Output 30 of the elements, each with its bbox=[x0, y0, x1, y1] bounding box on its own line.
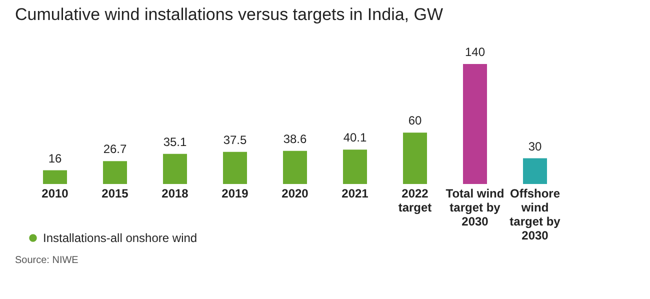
data-label: 60 bbox=[408, 114, 422, 128]
data-label: 38.6 bbox=[283, 132, 307, 146]
x-tick-label: Offshore wind target by 2030 bbox=[510, 186, 561, 242]
bar bbox=[163, 154, 187, 184]
chart-title: Cumulative wind installations versus targets in India, GW bbox=[15, 5, 444, 24]
x-tick-label: 2018 bbox=[162, 186, 189, 200]
data-label: 37.5 bbox=[223, 132, 247, 147]
bar bbox=[523, 158, 547, 184]
data-label: 26.7 bbox=[103, 142, 127, 156]
x-tick-label: 2020 bbox=[282, 186, 309, 200]
x-tick-label: 2010 bbox=[42, 186, 69, 200]
bar bbox=[283, 150, 307, 184]
data-label: 40.1 bbox=[343, 130, 367, 145]
bar bbox=[403, 132, 427, 184]
source-note: Source: NIWE bbox=[15, 255, 79, 266]
bar bbox=[223, 152, 247, 184]
data-label: 140 bbox=[464, 45, 486, 59]
data-label: 30 bbox=[528, 139, 542, 154]
bar bbox=[103, 161, 127, 184]
x-tick-label: 2021 bbox=[342, 186, 369, 200]
data-label: 35.1 bbox=[163, 134, 187, 149]
bar bbox=[343, 150, 367, 184]
x-tick-label: 2015 bbox=[102, 186, 129, 200]
data-label: 16 bbox=[48, 151, 62, 166]
x-tick-label: Total wind target by 2030 bbox=[446, 186, 504, 228]
bar bbox=[43, 170, 67, 184]
bar bbox=[463, 64, 487, 184]
x-tick-label: 2022 target bbox=[398, 186, 432, 214]
x-tick-label: 2019 bbox=[222, 186, 249, 200]
legend-label: Installations-all onshore wind bbox=[43, 231, 198, 245]
